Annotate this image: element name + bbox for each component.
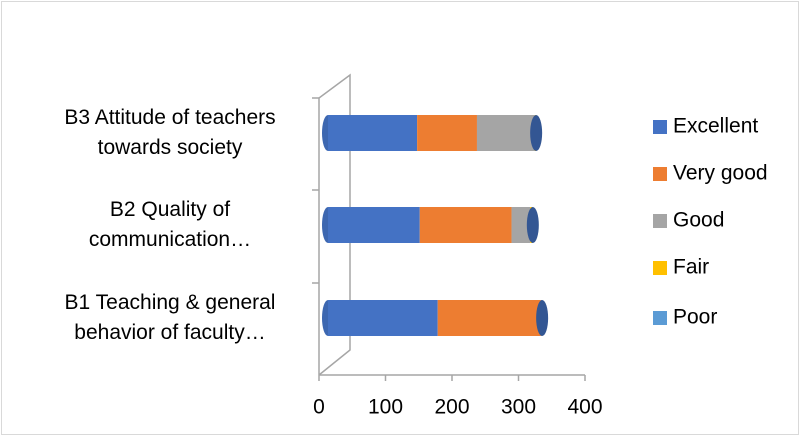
bar-cap-end: [536, 300, 549, 336]
x-tick-label: 100: [368, 396, 403, 419]
bar-cap-end: [526, 207, 539, 243]
legend-label: Very good: [673, 162, 768, 185]
x-tick-label: 0: [313, 396, 325, 419]
bar-segment: [437, 300, 541, 336]
legend-label: Fair: [673, 256, 709, 279]
y-tick-label: B3 Attitude of teachers towards society: [64, 106, 276, 159]
legend-label: Excellent: [673, 115, 758, 138]
legend-label: Good: [673, 209, 724, 232]
bar-segment: [328, 115, 418, 151]
y-tick-label: B2 Quality of communication…: [88, 198, 252, 251]
bar-segment: [476, 115, 535, 151]
x-tick-label: 300: [501, 396, 536, 419]
bar-segment: [511, 207, 531, 243]
bar-cap-end: [530, 115, 543, 151]
x-tick-label: 200: [434, 396, 469, 419]
legend-label: Poor: [673, 306, 717, 329]
bar-segment: [419, 207, 512, 243]
bar-segment: [328, 300, 438, 336]
legend-swatch: [653, 120, 667, 134]
bar-segment: [328, 207, 420, 243]
legend-swatch: [653, 214, 667, 228]
legend-swatch: [653, 261, 667, 275]
bar-segment: [417, 115, 477, 151]
legend-swatch: [653, 311, 667, 325]
legend-swatch: [653, 167, 667, 181]
x-tick-label: 400: [567, 396, 602, 419]
y-tick-label: B1 Teaching & general behavior of facult…: [64, 291, 276, 344]
